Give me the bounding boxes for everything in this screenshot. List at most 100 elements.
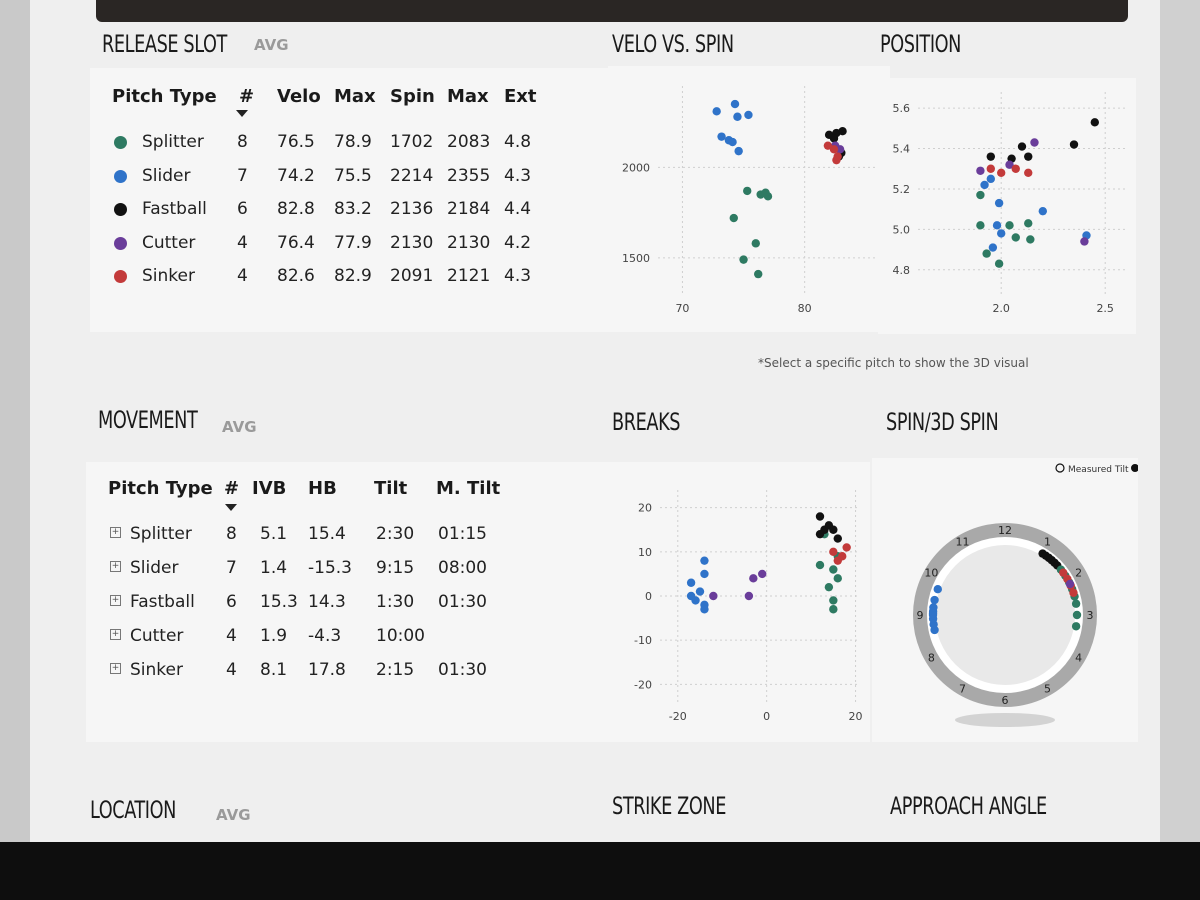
movement-cell-ivb: 1.9	[260, 626, 288, 646]
mv-col-tilt[interactable]: Tilt	[374, 478, 408, 499]
sort-desc-icon	[236, 110, 248, 117]
release-row-type[interactable]: Slider	[142, 165, 191, 186]
clock-face	[935, 545, 1075, 685]
y-tick-label: 5.0	[893, 223, 911, 236]
data-point-slider	[700, 569, 709, 579]
movement-row-type[interactable]: Splitter	[130, 524, 192, 544]
data-point-splitter	[751, 239, 760, 248]
y-tick-label: 5.2	[893, 183, 911, 196]
release-cell-spin: 2214	[390, 165, 434, 186]
movement-cell-mtilt: 01:30	[438, 660, 487, 680]
data-point-slider	[733, 112, 742, 121]
spin-3d-title: SPIN/3D SPIN	[886, 408, 999, 436]
x-tick-label: 80	[798, 302, 812, 315]
velo-vs-spin-title: VELO VS. SPIN	[612, 30, 734, 58]
y-tick-label: -20	[634, 678, 652, 691]
col-velo[interactable]: Velo	[277, 86, 321, 107]
release-cell-velo: 76.5	[277, 132, 315, 152]
mv-col-pitch-type[interactable]: Pitch Type	[108, 478, 213, 499]
clock-hour-label: 3	[1087, 609, 1094, 622]
col-spin[interactable]: Spin	[390, 86, 435, 107]
col-velo-max[interactable]: Max	[334, 86, 376, 107]
y-tick-label: 5.6	[893, 102, 911, 115]
x-tick-label: 2.0	[992, 302, 1010, 315]
data-point-sinker	[986, 164, 995, 173]
movement-row-type[interactable]: Slider	[130, 558, 179, 578]
y-tick-label: 1500	[622, 252, 650, 265]
expand-row-icon[interactable]: +	[110, 561, 121, 572]
data-point-slider	[988, 243, 998, 252]
data-point-slider	[686, 578, 696, 587]
select-pitch-note: *Select a specific pitch to show the 3D …	[758, 356, 1029, 370]
data-point-splitter	[994, 259, 1004, 268]
release-cell-ext: 4.4	[504, 199, 532, 219]
col-pitch-type[interactable]: Pitch Type	[112, 86, 217, 107]
x-tick-label: -20	[669, 710, 687, 723]
x-tick-label: 70	[675, 302, 689, 315]
movement-cell-n: 6	[226, 592, 237, 612]
expand-row-icon[interactable]: +	[110, 629, 121, 640]
movement-cell-hb: -4.3	[308, 626, 342, 646]
movement-cell-hb: 14.3	[308, 592, 346, 612]
position-title: POSITION	[880, 30, 962, 58]
movement-cell-n: 7	[226, 558, 237, 578]
expand-row-icon[interactable]: +	[110, 663, 121, 674]
data-point-cutter	[749, 574, 758, 583]
legend-dot	[114, 169, 127, 183]
release-cell-max: 77.9	[334, 232, 372, 253]
col-ext[interactable]: Ext	[504, 86, 537, 107]
col-spin-max[interactable]: Max	[447, 86, 489, 107]
data-point-splitter	[1011, 233, 1020, 242]
release-cell-ext: 4.3	[504, 165, 532, 186]
movement-cell-mtilt: 01:30	[438, 592, 487, 612]
data-point-splitter	[833, 574, 842, 583]
data-point-fastball	[838, 127, 847, 136]
release-cell-n: 7	[237, 165, 248, 186]
data-point-splitter	[729, 213, 738, 223]
release-cell-n: 8	[237, 132, 248, 152]
data-point-splitter	[754, 269, 763, 279]
release-row-type[interactable]: Cutter	[142, 232, 196, 253]
release-cell-spinmax: 2130	[447, 232, 491, 253]
movement-cell-ivb: 8.1	[260, 660, 288, 680]
data-point-sinker	[838, 552, 847, 561]
mv-col-count[interactable]: #	[224, 478, 240, 499]
data-point-slider	[691, 596, 700, 605]
mv-col-hb[interactable]: HB	[308, 478, 337, 499]
location-title: LOCATION	[90, 796, 176, 824]
data-point-splitter	[824, 582, 834, 592]
legend-dot	[114, 136, 127, 149]
spin-tilt-dot	[1069, 588, 1078, 597]
expand-row-icon[interactable]: +	[110, 527, 121, 538]
expand-row-icon[interactable]: +	[110, 595, 121, 606]
data-point-sinker	[1011, 164, 1020, 173]
release-cell-spinmax: 2121	[447, 266, 491, 286]
mv-col-ivb[interactable]: IVB	[252, 478, 287, 499]
movement-cell-ivb: 1.4	[260, 558, 288, 578]
movement-row-type[interactable]: Cutter	[130, 626, 184, 646]
release-slot-sub: AVG	[254, 36, 289, 54]
release-row-type[interactable]: Splitter	[142, 132, 204, 152]
movement-cell-mtilt: 08:00	[438, 558, 487, 578]
movement-row-type[interactable]: Sinker	[130, 660, 183, 680]
data-point-splitter	[1005, 221, 1014, 230]
data-point-slider	[986, 174, 995, 184]
spin-tilt-dot	[933, 584, 942, 594]
data-point-sinker	[829, 547, 838, 557]
monitor-bezel-top	[96, 0, 1128, 22]
y-tick-label: 5.4	[893, 143, 911, 156]
data-point-cutter	[1030, 138, 1039, 147]
release-cell-n: 6	[237, 199, 248, 219]
movement-row-type[interactable]: Fastball	[130, 592, 195, 612]
release-row-type[interactable]: Fastball	[142, 199, 207, 219]
clock-hour-label: 4	[1075, 652, 1082, 665]
data-point-cutter	[744, 591, 754, 601]
col-count[interactable]: #	[239, 86, 255, 107]
release-cell-max: 82.9	[334, 266, 372, 286]
measured-tilt-legend-icon	[1055, 463, 1065, 473]
clock-shadow	[955, 713, 1055, 727]
spin-tilt-dot	[1072, 610, 1082, 620]
data-point-fastball	[1069, 140, 1079, 149]
mv-col-mtilt[interactable]: M. Tilt	[436, 478, 501, 499]
release-row-type[interactable]: Sinker	[142, 266, 195, 286]
